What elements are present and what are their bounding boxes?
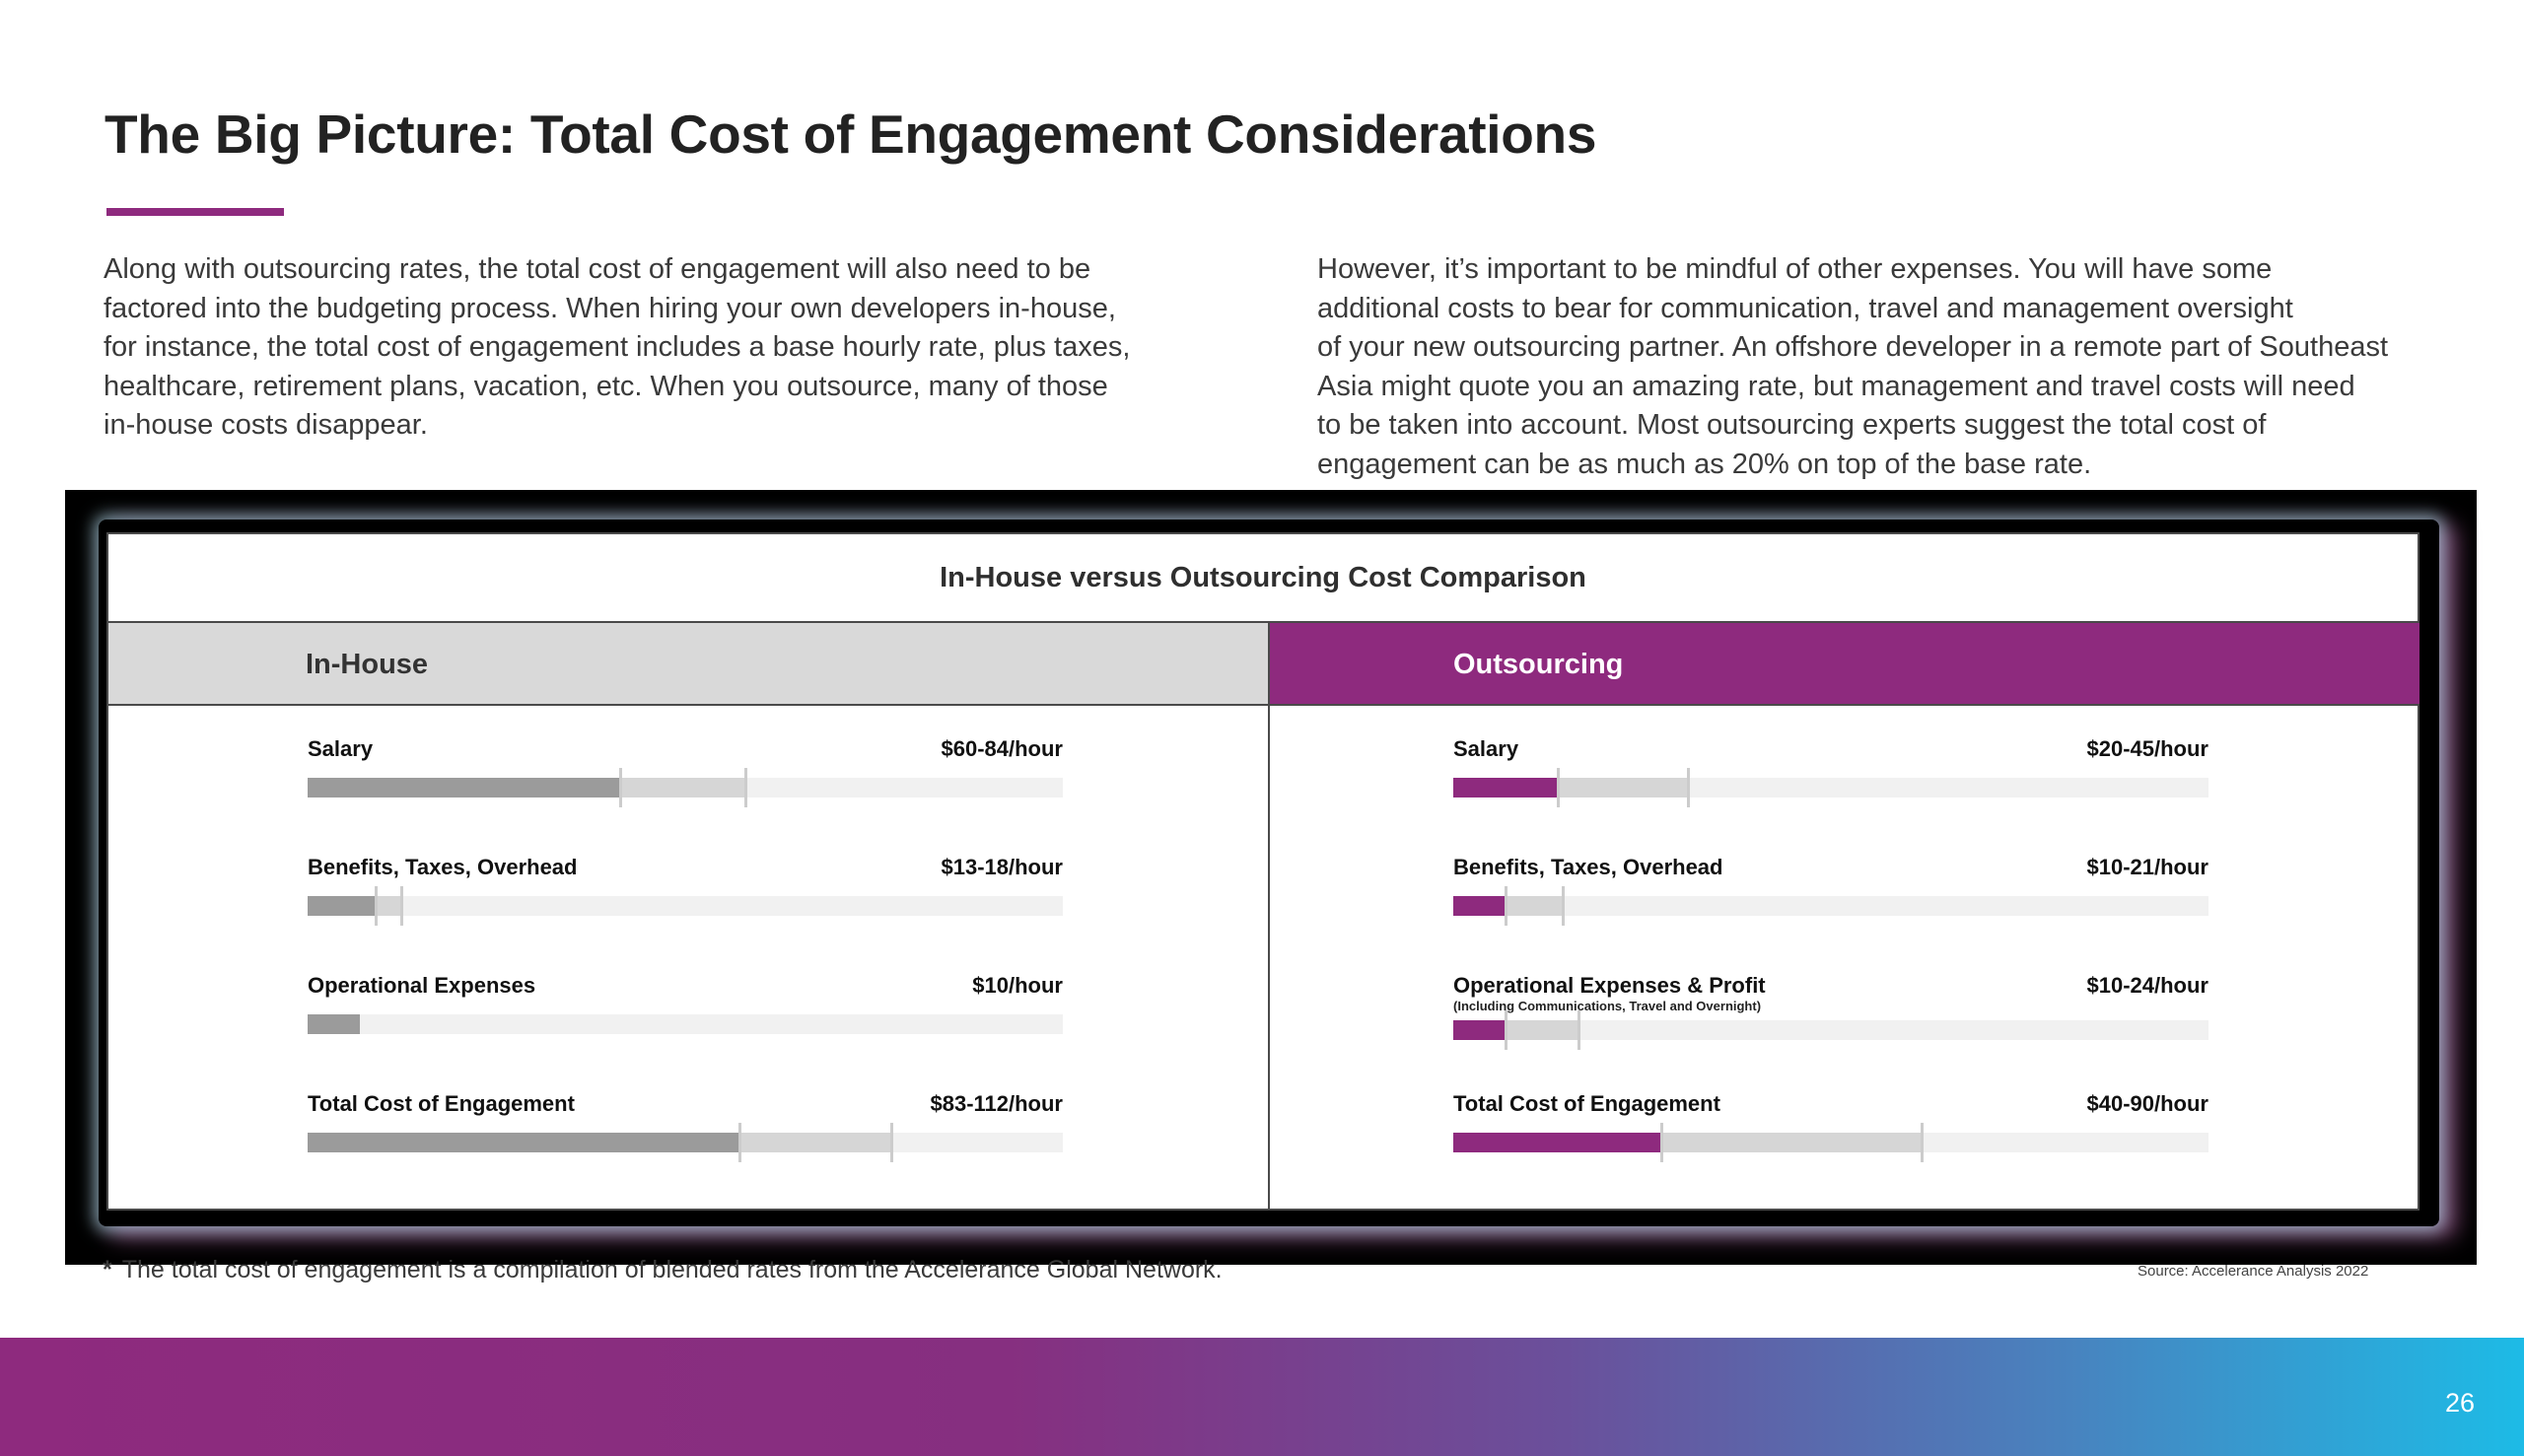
outsourcing-heading: Outsourcing <box>1453 649 1624 680</box>
cost-bar-low-tick <box>619 768 622 807</box>
cost-row-label: Salary <box>1453 736 1519 761</box>
paragraph-line: for instance, the total cost of engageme… <box>104 331 1131 364</box>
cost-bar-fill <box>1453 896 1506 916</box>
cost-row-value: $10-24/hour <box>2086 973 2209 998</box>
cost-bar-track <box>308 886 1063 926</box>
cost-row-label: Salary <box>308 736 374 761</box>
cost-row-value: $40-90/hour <box>2086 1091 2209 1116</box>
cost-bar-low-tick <box>1505 886 1507 926</box>
cost-bar-high-tick <box>744 768 747 807</box>
outsourcing-panel: Outsourcing Salary $20-45/hour Benefits, T… <box>1270 623 2419 1209</box>
cost-bar-track <box>308 1123 1063 1162</box>
cost-row-value: $10-21/hour <box>2086 855 2209 879</box>
cost-row-label: Total Cost of Engagement <box>308 1091 575 1116</box>
cost-bar-fill <box>1453 778 1558 797</box>
footnote-marker: * <box>103 1256 112 1283</box>
in-house-heading: In-House <box>306 649 429 680</box>
in-house-header: In-House <box>108 623 1268 706</box>
cost-bar-track <box>1453 1010 2208 1050</box>
cost-bar-high-tick <box>1921 1123 1924 1162</box>
paragraph-line: to be taken into account. Most outsourci… <box>1317 409 2267 442</box>
cost-bar-track <box>308 1014 1063 1034</box>
cost-bar-track <box>1453 1123 2208 1162</box>
cost-bar-low-tick <box>1660 1123 1663 1162</box>
cost-row-label: Benefits, Taxes, Overhead <box>308 855 578 879</box>
cost-bar-track <box>1453 886 2208 926</box>
slide-title: The Big Picture: Total Cost of Engagemen… <box>105 104 1597 165</box>
source-note: Source: Accelerance Analysis 2022 <box>2138 1263 2369 1280</box>
cost-bar-low-tick <box>738 1123 741 1162</box>
cost-row-value: $13-18/hour <box>941 855 1064 879</box>
cost-row-label: Operational Expenses <box>308 973 536 998</box>
outsourcing-header: Outsourcing <box>1270 623 2419 706</box>
cost-row-label: Total Cost of Engagement <box>1453 1091 1720 1116</box>
cost-bar-high-tick <box>890 1123 893 1162</box>
cost-bar-fill <box>1453 1020 1506 1040</box>
cost-bar-track <box>1453 768 2208 807</box>
title-underline <box>106 208 284 216</box>
paragraph-line: of your new outsourcing partner. An offs… <box>1317 331 2389 364</box>
paragraph-line: Asia might quote you an amazing rate, bu… <box>1317 370 2355 402</box>
footer-gradient-band <box>0 1338 2524 1456</box>
cost-bar-fill <box>308 1133 739 1152</box>
cost-row-value: $83-112/hour <box>930 1091 1063 1116</box>
cost-bar-fill <box>1453 1133 1661 1152</box>
cost-row-value: $10/hour <box>972 973 1063 998</box>
cost-bar-high-tick <box>400 886 403 926</box>
paragraph-line: factored into the budgeting process. Whe… <box>104 292 1116 324</box>
intro-right-paragraph: However, it’s important to be mindful of… <box>1317 250 2388 485</box>
cost-bar-high-tick <box>1562 886 1565 926</box>
cost-bar-fill <box>308 1014 360 1034</box>
comparison-card: In-House versus Outsourcing Cost Compari… <box>106 532 2419 1211</box>
cost-row-value: $20-45/hour <box>2086 736 2209 761</box>
in-house-panel: In-House Salary $60-84/hour Benefits, Taxe… <box>108 623 1270 1209</box>
cost-bar-fill <box>308 778 620 797</box>
cost-bar-high-tick <box>1687 768 1690 807</box>
footnote-text: The total cost of engagement is a compil… <box>121 1256 1223 1283</box>
cost-row-label: Operational Expenses & Profit <box>1453 973 1766 998</box>
cost-row-sublabel: (Including Communications, Travel and Ov… <box>1453 999 1762 1013</box>
intro-left-paragraph: Along with outsourcing rates, the total … <box>104 250 1130 446</box>
paragraph-line: engagement can be as much as 20% on top … <box>1317 448 2092 480</box>
footnote: * The total cost of engagement is a compi… <box>103 1256 1223 1284</box>
paragraph-line: However, it’s important to be mindful of… <box>1317 253 2273 285</box>
paragraph-line: in-house costs disappear. <box>104 409 428 442</box>
paragraph-line: Along with outsourcing rates, the total … <box>104 253 1091 285</box>
page-number: 26 <box>2444 1388 2475 1418</box>
cost-bar-high-tick <box>1578 1010 1580 1050</box>
cost-bar-fill <box>308 896 376 916</box>
cost-row-value: $60-84/hour <box>941 736 1064 761</box>
cost-bar-low-tick <box>1505 1010 1507 1050</box>
cost-bar-low-tick <box>375 886 378 926</box>
paragraph-line: healthcare, retirement plans, vacation, … <box>104 370 1108 402</box>
cost-bar-track <box>308 768 1063 807</box>
paragraph-line: additional costs to bear for communicati… <box>1317 292 2293 324</box>
cost-bar-low-tick <box>1557 768 1560 807</box>
cost-row-label: Benefits, Taxes, Overhead <box>1453 855 1723 879</box>
comparison-title: In-House versus Outsourcing Cost Compari… <box>108 534 2418 623</box>
